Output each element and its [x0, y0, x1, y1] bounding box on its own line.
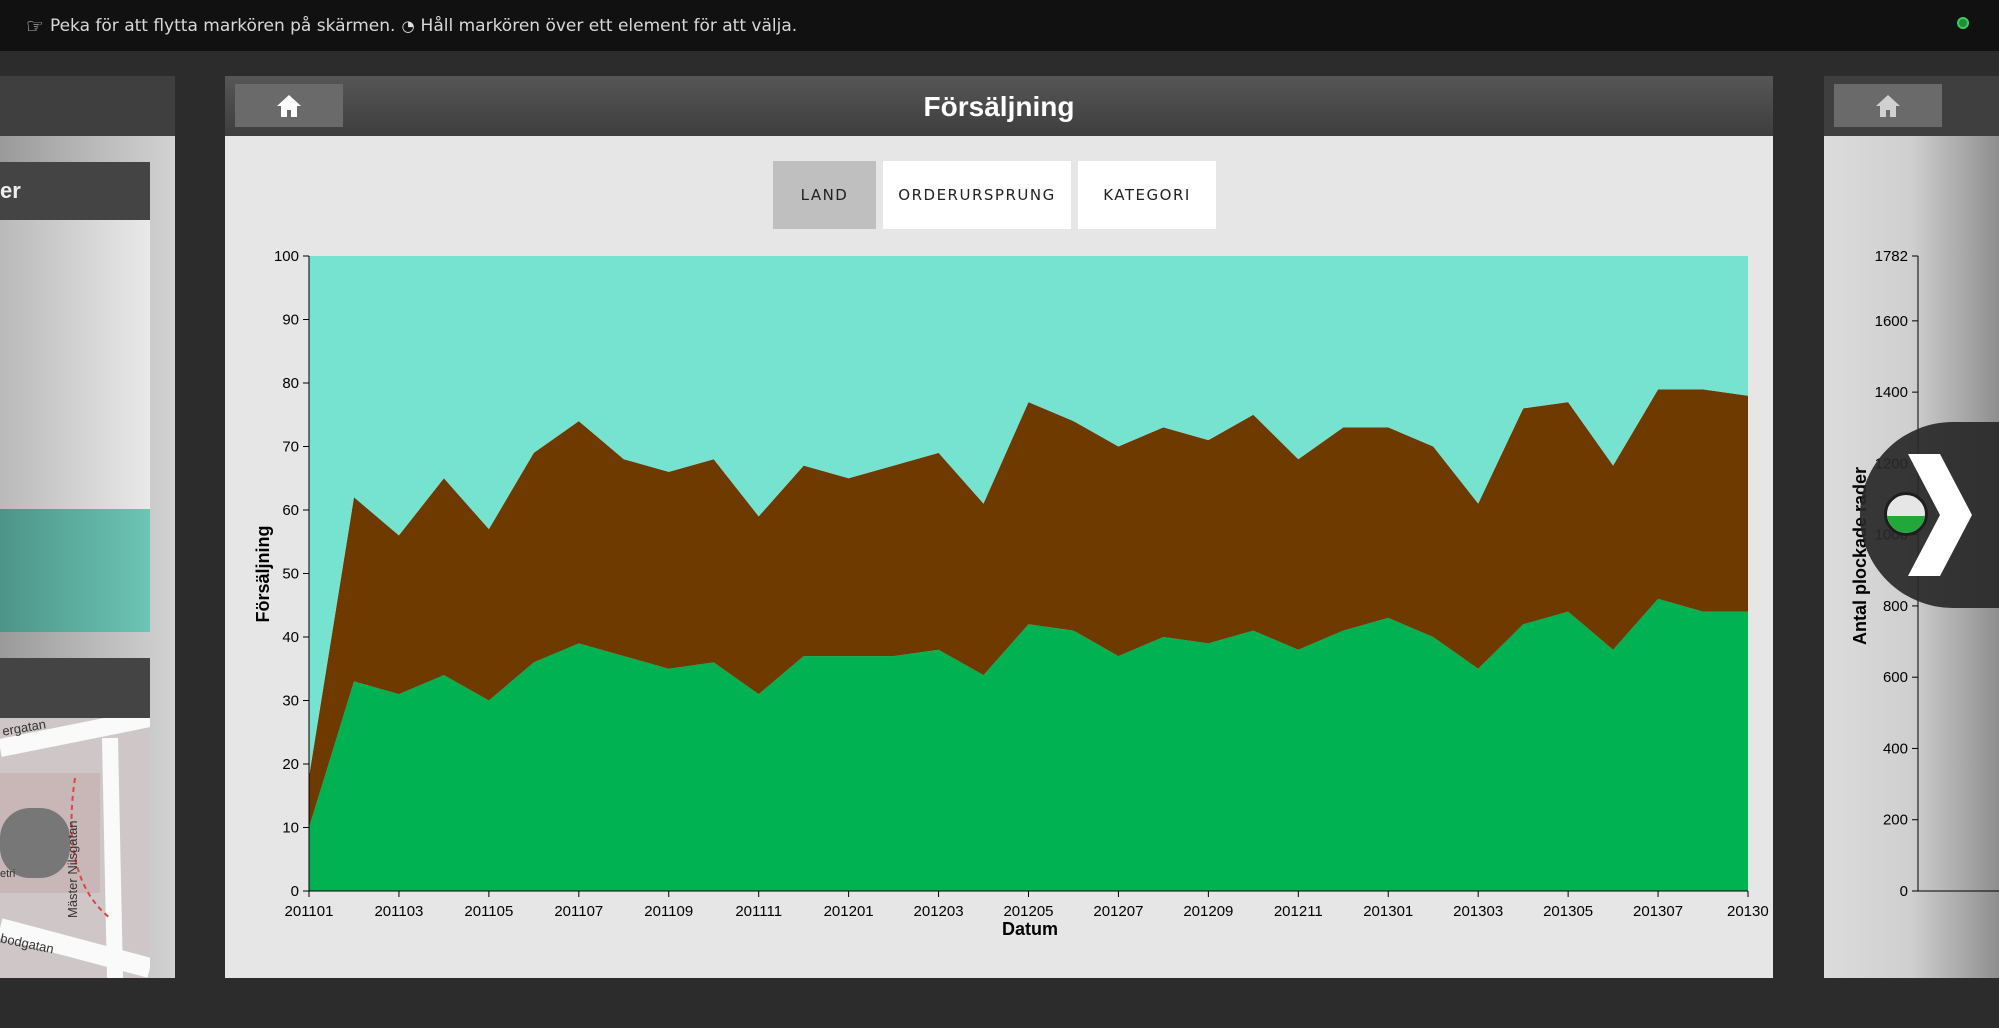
previous-card-title: er [0, 162, 150, 220]
y-tick-label: 70 [282, 439, 299, 456]
y-tick-label: 600 [1883, 669, 1908, 686]
status-indicator-icon [1957, 17, 1969, 29]
y-tick-label: 50 [282, 566, 299, 583]
timer-icon: ◔ [401, 16, 415, 35]
x-tick-label: 201303 [1453, 903, 1503, 920]
x-tick-label: 201109 [644, 903, 693, 920]
sales-panel: Försäljning LAND ORDERURSPRUNG KATEGORI … [225, 76, 1773, 978]
y-tick-label: 10 [282, 820, 299, 837]
select-hint: Håll markören över ett element för att v… [420, 15, 798, 36]
y-tick-label: 800 [1883, 598, 1908, 615]
sales-area-chart: 0 10 20 30 40 50 60 70 80 90 100 201101 201103 201105… [253, 248, 1769, 939]
tab-bar: LAND ORDERURSPRUNG KATEGORI [773, 161, 1216, 229]
home-icon [1876, 94, 1900, 117]
x-tick-label: 201307 [1633, 903, 1683, 920]
instruction-bar: ☞ Peka för att flytta markören på skärme… [0, 0, 1999, 51]
x-tick-label: 201111 [735, 903, 782, 920]
pointing-hand-icon: ☞ [26, 13, 44, 38]
previous-panel[interactable]: er ergatan Mäster Nilsgatan bodgatan etr… [0, 76, 175, 978]
x-axis-title: Datum [1002, 919, 1058, 939]
previous-card-teal-block [0, 509, 150, 632]
x-tick-label: 201105 [464, 903, 513, 920]
map-thumbnail: ergatan Mäster Nilsgatan bodgatan etri [0, 718, 150, 978]
x-tick-label: 201301 [1363, 903, 1413, 920]
area-series-1[interactable] [309, 389, 1748, 828]
x-tick-label: 201209 [1183, 903, 1233, 920]
tab-kategori[interactable]: KATEGORI [1078, 161, 1216, 229]
area-series-2[interactable] [309, 256, 1748, 777]
home-button[interactable] [235, 84, 343, 127]
x-tick-label: 201207 [1093, 903, 1143, 920]
y-tick-label: 0 [1900, 883, 1908, 900]
street-label: etri [0, 868, 16, 880]
street-label: Mäster Nilsgatan [65, 820, 80, 918]
area-series-0[interactable] [309, 598, 1748, 891]
x-tick-label: 201203 [914, 903, 964, 920]
y-tick-label: 40 [282, 629, 299, 646]
y-tick-label: 80 [282, 375, 299, 392]
move-hint: Peka för att flytta markören på skärmen. [49, 15, 396, 36]
x-tick-label: 20130 [1727, 903, 1769, 920]
next-panel-button[interactable] [1860, 422, 1999, 608]
y-tick-label: 1782 [1875, 248, 1908, 265]
home-icon [277, 94, 301, 117]
x-tick-label: 201103 [374, 903, 423, 920]
y-axis-title: Försäljning [253, 525, 273, 622]
y-tick-label: 90 [282, 312, 299, 329]
y-tick-label: 20 [282, 756, 299, 773]
y-tick-label: 400 [1883, 740, 1908, 757]
next-panel-home-button[interactable] [1834, 84, 1942, 127]
tab-orderursprung[interactable]: ORDERURSPRUNG [883, 161, 1071, 229]
page-title: Försäljning [923, 91, 1075, 122]
y-tick-label: 100 [274, 248, 299, 265]
tab-land[interactable]: LAND [773, 161, 876, 229]
x-tick-label: 201305 [1543, 903, 1593, 920]
y-tick-label: 1600 [1875, 313, 1908, 330]
map-card-header [0, 658, 150, 718]
x-tick-label: 201107 [554, 903, 603, 920]
hover-progress-icon [1884, 492, 1928, 536]
previous-panel-header [0, 76, 175, 136]
x-tick-label: 201211 [1274, 903, 1323, 920]
y-tick-label: 30 [282, 693, 299, 710]
chevron-right-icon [1908, 454, 1972, 576]
y-tick-label: 1400 [1875, 384, 1908, 401]
panel-header [225, 76, 1773, 136]
x-tick-label: 201205 [1003, 903, 1053, 920]
x-tick-label: 201101 [285, 903, 334, 920]
x-tick-label: 201201 [824, 903, 874, 920]
y-tick-label: 0 [291, 883, 299, 900]
y-tick-label: 60 [282, 502, 299, 519]
y-tick-label: 200 [1883, 812, 1908, 829]
